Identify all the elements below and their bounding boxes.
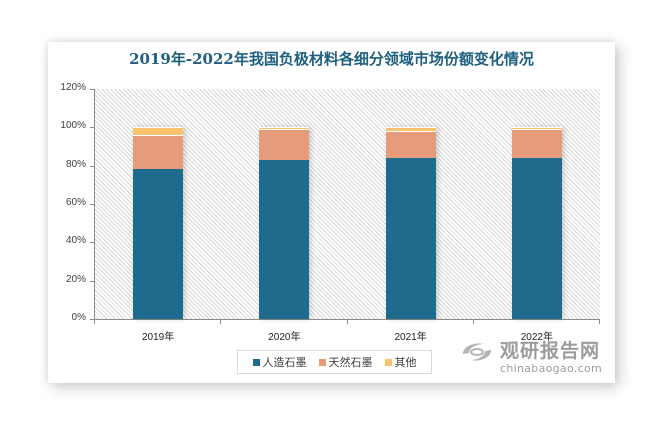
y-tick xyxy=(90,242,94,244)
legend-item-artificial-graphite[interactable]: 人造石墨 xyxy=(252,354,307,370)
bar-segment[interactable] xyxy=(511,129,562,158)
x-axis-line xyxy=(94,319,600,320)
bar-segment[interactable] xyxy=(259,127,310,130)
bar-segment[interactable] xyxy=(511,127,562,130)
legend-swatch-icon xyxy=(252,358,260,366)
legend-label: 其他 xyxy=(394,356,417,369)
bar-segment[interactable] xyxy=(133,127,184,135)
legend-swatch-icon xyxy=(384,358,392,366)
x-tick xyxy=(346,320,348,324)
y-axis-line xyxy=(94,89,95,320)
bar-segment[interactable] xyxy=(133,134,184,170)
watermark-cn-text: 观研报告网 xyxy=(500,340,601,362)
y-tick-label: 120% xyxy=(60,82,86,93)
legend-label: 人造石墨 xyxy=(262,356,307,369)
y-tick xyxy=(90,89,94,90)
legend-swatch-icon xyxy=(318,358,326,366)
y-tick xyxy=(90,165,94,167)
watermark-en-text: chinabaogao.com xyxy=(500,362,602,375)
y-tick-label: 100% xyxy=(60,120,86,132)
watermark: 观研报告网 chinabaogao.com xyxy=(460,336,610,376)
y-tick xyxy=(90,204,94,205)
x-tick xyxy=(94,320,95,324)
y-tick-label: 0% xyxy=(71,312,86,323)
y-tick xyxy=(90,319,94,320)
stacked-bar[interactable] xyxy=(385,127,436,319)
legend-label: 天然石墨 xyxy=(328,356,373,369)
x-tick xyxy=(472,320,474,324)
bar-segment[interactable] xyxy=(385,157,436,319)
x-tick-label: 2020年 xyxy=(268,332,301,343)
watermark-logo-icon xyxy=(463,343,491,361)
bar-segment[interactable] xyxy=(385,131,436,158)
chart-title: 2019年-2022年我国负极材料各细分领域市场份额变化情况 xyxy=(129,50,534,68)
y-tick-label: 40% xyxy=(65,235,86,247)
legend-item-other[interactable]: 其他 xyxy=(384,354,417,370)
x-tick-label: 2022年 xyxy=(520,332,553,343)
y-tick xyxy=(90,280,94,282)
y-tick-label: 80% xyxy=(65,158,86,170)
bar-segment[interactable] xyxy=(259,159,310,319)
x-tick-label: 2021年 xyxy=(394,332,427,343)
x-tick-label: 2019年 xyxy=(142,332,175,343)
bar-segment[interactable] xyxy=(385,127,436,132)
bar-segment[interactable] xyxy=(133,169,184,319)
stacked-bar[interactable] xyxy=(511,127,562,319)
x-tick xyxy=(220,320,222,324)
legend-item-natural-graphite[interactable]: 天然石墨 xyxy=(318,354,373,370)
stacked-bar[interactable] xyxy=(259,127,310,319)
chart-card: 2019年-2022年我国负极材料各细分领域市场份额变化情况 0% 20% 40% 6… xyxy=(48,42,615,383)
stacked-bar[interactable] xyxy=(133,127,184,319)
legend: 人造石墨 天然石墨 其他 xyxy=(237,350,432,374)
y-tick xyxy=(90,127,94,129)
bar-segment[interactable] xyxy=(259,129,310,160)
bar-segment[interactable] xyxy=(511,157,562,319)
y-tick-label: 60% xyxy=(65,197,86,208)
y-tick-label: 20% xyxy=(65,273,86,285)
x-tick xyxy=(599,320,600,324)
